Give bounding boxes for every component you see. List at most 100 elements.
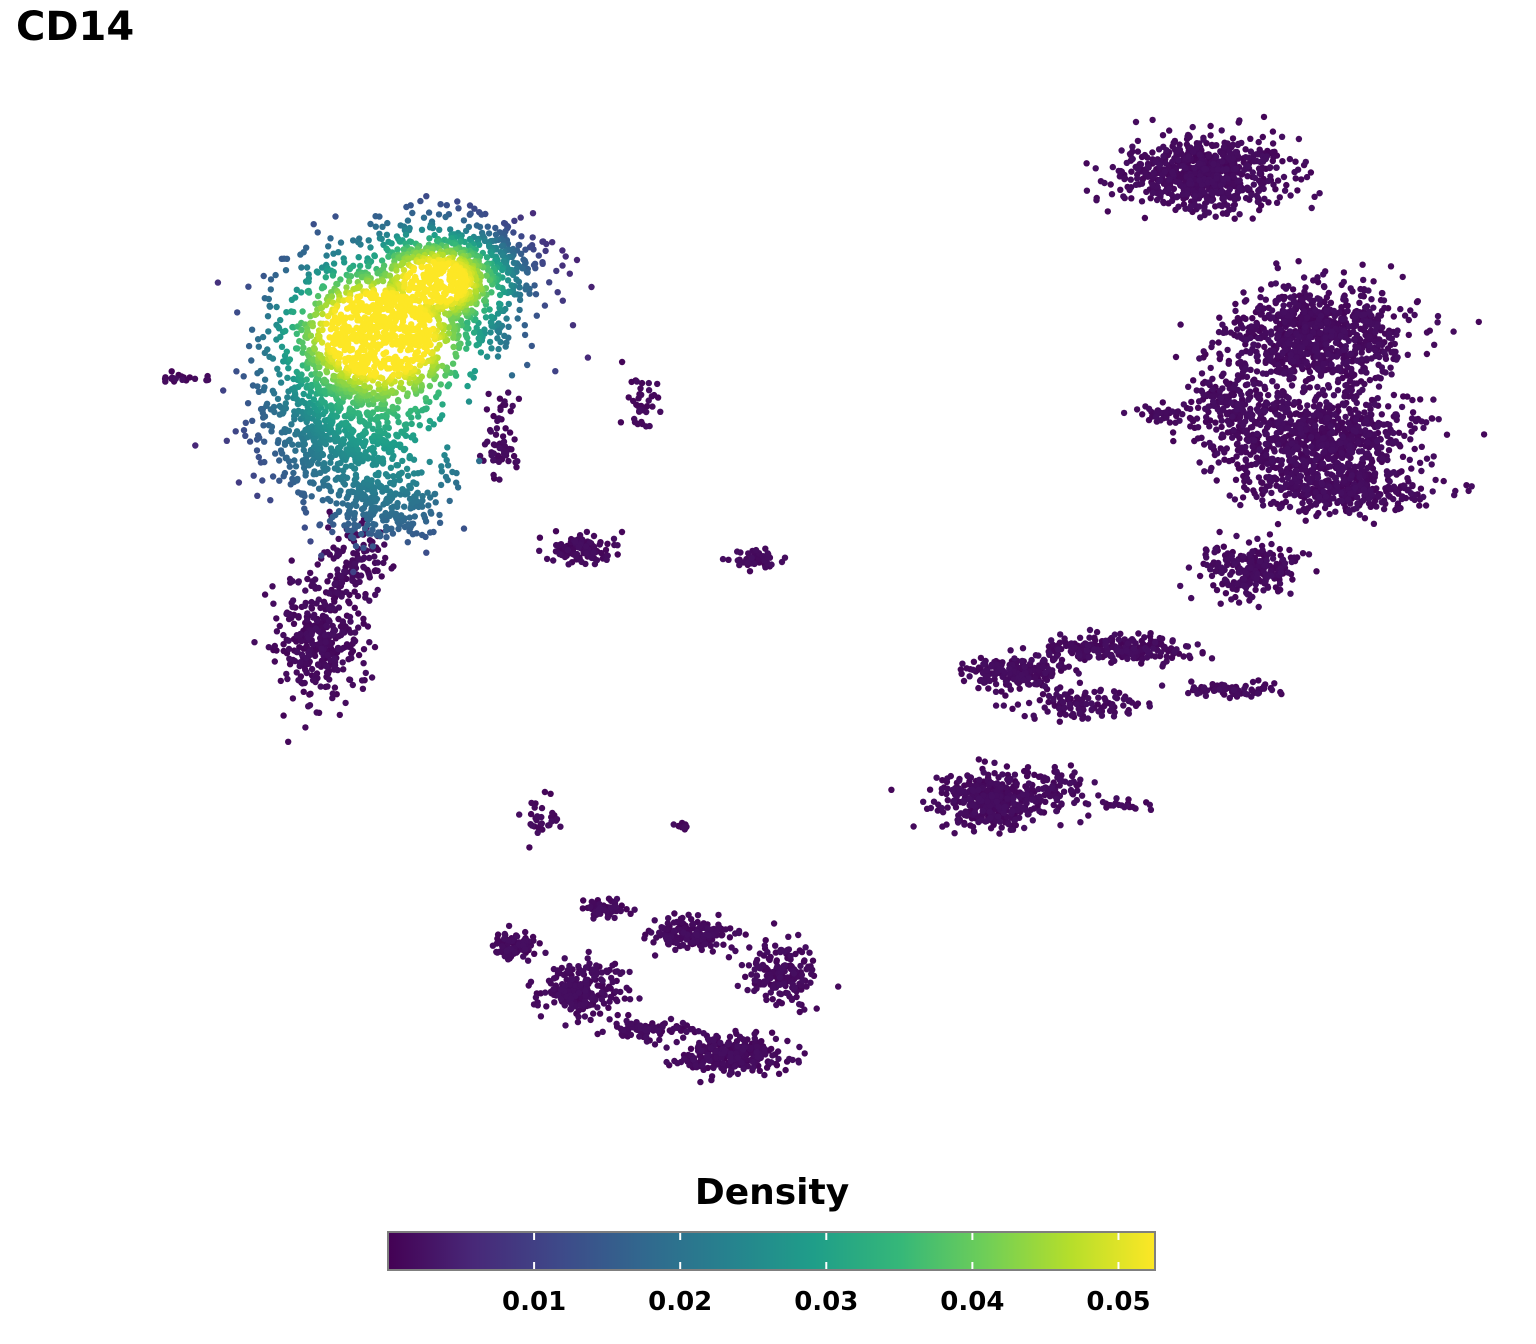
scatter-point	[1352, 321, 1360, 329]
scatter-point	[1263, 451, 1270, 459]
scatter-point	[1256, 206, 1263, 214]
scatter-point	[1373, 503, 1380, 510]
scatter-point	[1364, 439, 1372, 446]
scatter-point	[1261, 343, 1268, 351]
scatter-point	[374, 546, 382, 553]
scatter-point	[358, 677, 366, 684]
scatter-point	[627, 1031, 635, 1039]
scatter-point	[1335, 376, 1342, 383]
scatter-point	[290, 620, 298, 627]
scatter-point	[1083, 160, 1090, 167]
scatter-point	[511, 436, 518, 443]
scatter-point	[772, 942, 779, 949]
scatter-point	[1132, 805, 1139, 812]
scatter-point	[351, 638, 358, 645]
scatter-point	[708, 1076, 715, 1084]
scatter-point	[501, 398, 508, 405]
scatter-point	[1245, 185, 1252, 192]
scatter-point	[360, 615, 367, 622]
scatter-point	[617, 419, 625, 426]
scatter-point	[671, 910, 678, 917]
scatter-point	[349, 577, 356, 584]
scatter-point	[340, 666, 347, 673]
scatter-point	[1045, 698, 1052, 706]
scatter-point	[1334, 387, 1342, 394]
scatter-point	[1249, 315, 1256, 322]
scatter-point	[1099, 798, 1107, 806]
scatter-point	[534, 1002, 541, 1009]
scatter-point	[349, 681, 356, 689]
scatter-point	[807, 979, 814, 986]
scatter-point	[687, 1045, 695, 1053]
scatter-point	[1128, 168, 1135, 175]
scatter-point	[1255, 474, 1263, 481]
scatter-point	[1207, 122, 1214, 130]
scatter-point	[1193, 415, 1201, 422]
scatter-point	[773, 1062, 781, 1069]
scatter-point	[1217, 352, 1224, 359]
scatter-point	[626, 996, 634, 1003]
scatter-point	[522, 928, 529, 936]
scatter-point	[1187, 423, 1194, 430]
scatter-point	[1252, 586, 1259, 593]
scatter-point	[744, 986, 751, 994]
scatter-point	[1002, 692, 1009, 699]
scatter-point	[351, 604, 358, 611]
scatter-point	[1134, 175, 1141, 182]
scatter-point	[1296, 404, 1304, 411]
scatter-point	[1270, 181, 1277, 188]
scatter-point	[1147, 630, 1154, 637]
scatter-point	[806, 949, 813, 956]
scatter-point	[1299, 550, 1307, 557]
scatter-point	[1201, 441, 1208, 448]
scatter-point	[1273, 199, 1281, 206]
scatter-point	[1213, 142, 1220, 149]
scatter-point	[191, 375, 199, 382]
scatter-point	[1093, 628, 1101, 636]
scatter-point	[590, 532, 598, 540]
scatter-point	[1043, 776, 1051, 784]
scatter-point	[1401, 312, 1409, 319]
scatter-point	[1259, 547, 1266, 554]
scatter-point	[493, 425, 501, 432]
scatter-point	[1286, 546, 1293, 554]
scatter-point	[975, 756, 982, 763]
scatter-point	[1041, 704, 1048, 711]
scatter-point	[964, 772, 971, 780]
scatter-point	[618, 358, 626, 366]
scatter-point	[651, 952, 659, 959]
scatter-point	[1358, 349, 1365, 356]
scatter-point	[623, 906, 630, 913]
scatter-point	[295, 613, 302, 620]
scatter-point	[962, 808, 969, 815]
scatter-point	[265, 644, 272, 651]
scatter-point	[1395, 505, 1402, 513]
scatter-point	[1225, 360, 1232, 367]
scatter-point	[271, 642, 278, 650]
scatter-point	[1200, 348, 1207, 355]
scatter-point	[1265, 391, 1272, 399]
scatter-point	[1243, 486, 1251, 493]
scatter-point	[667, 1015, 675, 1023]
scatter-point	[1277, 688, 1284, 696]
scatter-point	[1390, 495, 1397, 503]
scatter-point	[1431, 341, 1438, 348]
scatter-point	[685, 911, 692, 918]
scatter-point	[1196, 572, 1204, 580]
scatter-point	[596, 541, 603, 548]
scatter-point	[631, 415, 638, 423]
scatter-point	[1185, 689, 1192, 697]
scatter-point	[1405, 331, 1413, 339]
scatter-point	[707, 942, 714, 949]
scatter-point	[1270, 154, 1277, 161]
scatter-point	[366, 572, 373, 579]
scatter-point	[538, 820, 545, 827]
scatter-point	[378, 573, 385, 580]
scatter-point	[1264, 400, 1271, 407]
scatter-point	[1262, 329, 1269, 336]
scatter-point	[1443, 431, 1451, 438]
scatter-point	[1327, 463, 1334, 470]
scatter-point	[1375, 383, 1383, 390]
scatter-point	[1390, 483, 1398, 490]
scatter-point	[1385, 403, 1392, 410]
